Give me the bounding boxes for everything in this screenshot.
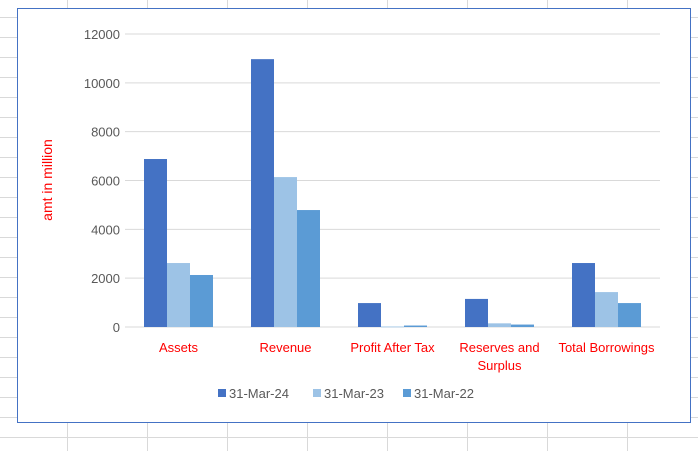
bar-31-mar-22-assets — [190, 274, 213, 327]
y-tick-label: 10000 — [84, 76, 120, 91]
y-tick-label: 4000 — [91, 222, 120, 237]
y-tick-label: 12000 — [84, 27, 120, 42]
bar-31-mar-22-reserves-and-surplus — [511, 324, 534, 327]
y-tick-label: 6000 — [91, 174, 120, 189]
legend-label: 31-Mar-24 — [229, 386, 289, 401]
bar-31-mar-24-revenue — [251, 59, 274, 327]
column-chart: 0 2000 4000 6000 8000 10000 12000 amt in millio… — [39, 27, 660, 401]
x-category-label: Assets — [159, 340, 199, 355]
x-category-label: Profit After Tax — [350, 340, 435, 355]
bar-31-mar-23-assets — [167, 263, 190, 327]
y-tick-label: 2000 — [91, 271, 120, 286]
y-tick-label: 0 — [113, 320, 120, 335]
x-category-label: Reserves and — [459, 340, 539, 355]
bar-31-mar-23-revenue — [274, 177, 297, 327]
y-tick-label: 8000 — [91, 125, 120, 140]
bar-31-mar-23-total-borrowings — [595, 292, 618, 327]
chart-area[interactable]: 0 2000 4000 6000 8000 10000 12000 amt in millio… — [17, 8, 691, 423]
legend-swatch — [218, 389, 226, 397]
bar-31-mar-23-reserves-and-surplus — [488, 323, 511, 327]
x-category-label: Total Borrowings — [558, 340, 655, 355]
bar-31-mar-22-revenue — [297, 210, 320, 327]
bar-31-mar-22-total-borrowings — [618, 303, 641, 327]
legend-swatch — [313, 389, 321, 397]
bar-31-mar-24-reserves-and-surplus — [465, 298, 488, 327]
bar-31-mar-23-profit-after-tax — [381, 326, 404, 328]
legend-label: 31-Mar-23 — [324, 386, 384, 401]
x-category-label: Surplus — [477, 358, 522, 373]
legend-label: 31-Mar-22 — [414, 386, 474, 401]
bar-31-mar-22-profit-after-tax — [404, 325, 427, 327]
bar-31-mar-24-assets — [144, 159, 167, 327]
x-category-label: Revenue — [259, 340, 311, 355]
y-axis-title: amt in million — [39, 139, 55, 221]
legend-swatch — [403, 389, 411, 397]
bar-31-mar-24-profit-after-tax — [358, 303, 381, 327]
bar-31-mar-24-total-borrowings — [572, 263, 595, 327]
